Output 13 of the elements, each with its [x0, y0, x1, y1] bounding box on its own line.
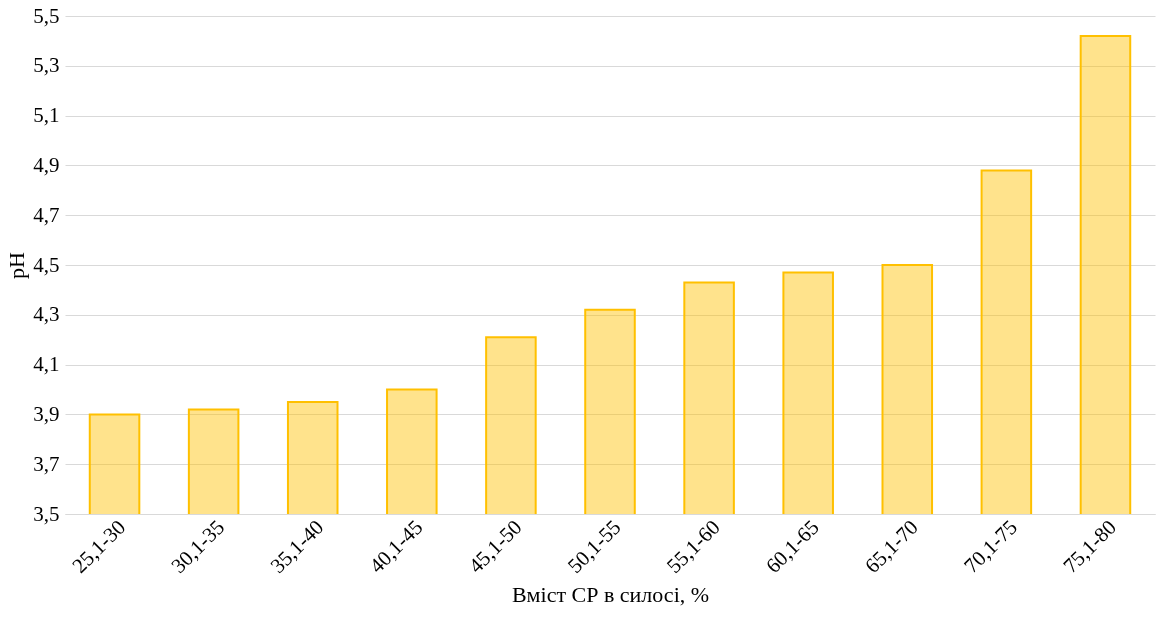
y-tick-label: 5,1	[33, 103, 60, 128]
y-tick-label: 4,5	[33, 252, 60, 277]
y-tick-label: 5,5	[33, 3, 60, 28]
y-tick-label: 3,7	[33, 451, 60, 476]
y-tick-label: 3,5	[33, 501, 60, 526]
y-axis-title: pH	[4, 251, 30, 279]
y-tick-label: 5,3	[33, 53, 60, 78]
y-tick-label: 4,1	[33, 352, 60, 377]
y-tick-label: 4,3	[33, 302, 60, 327]
y-tick-label: 4,7	[33, 202, 60, 227]
y-tick-label: 3,9	[33, 401, 60, 426]
x-axis-title: Вміст СР в силосі, %	[511, 582, 710, 608]
y-tick-label: 4,9	[33, 152, 60, 177]
